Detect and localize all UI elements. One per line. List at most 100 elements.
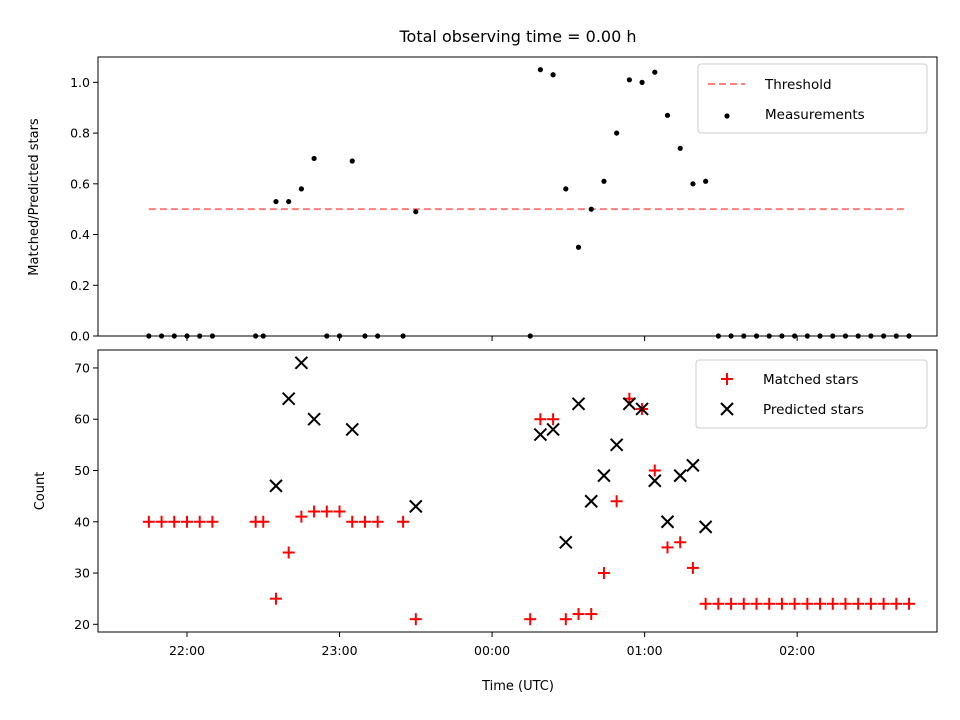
- chart-title: Total observing time = 0.00 h: [398, 27, 636, 46]
- measurement-point: [779, 333, 785, 339]
- x-axis-label: Time (UTC): [481, 679, 554, 694]
- matched-star-point: [750, 597, 763, 610]
- matched-star-point: [409, 613, 422, 626]
- matched-star-point: [712, 597, 725, 610]
- legend-matched-label: Matched stars: [763, 372, 859, 388]
- bottom-y-tick-label: 20: [74, 617, 90, 632]
- matched-star-point: [699, 597, 712, 610]
- matched-star-point: [648, 464, 661, 477]
- matched-star-point: [686, 561, 699, 574]
- matched-star-point: [610, 495, 623, 508]
- legend-predicted-label: Predicted stars: [763, 402, 864, 418]
- top-y-tick-label: 0.0: [70, 329, 90, 344]
- measurement-point: [855, 333, 861, 339]
- predicted-star-point: [307, 412, 321, 426]
- bottom-x-ticks: 22:00 23:00 00:00 01:00 02:00: [169, 632, 815, 658]
- predicted-star-point: [409, 499, 423, 514]
- top-panel: 0.0 0.2 0.4 0.6 0.8 1.0 Matched/Predicted sta…: [27, 56, 938, 344]
- top-y-ticks: 0.0 0.2 0.4 0.6 0.8 1.0: [70, 75, 98, 344]
- measurement-point: [413, 209, 419, 215]
- measurement-point: [614, 130, 620, 136]
- measurement-point: [766, 333, 772, 339]
- measurement-point: [893, 333, 899, 339]
- bottom-y-axis-label: Count: [33, 472, 48, 511]
- measurement-point: [817, 333, 823, 339]
- matched-star-point: [193, 515, 206, 528]
- measurement-point: [690, 181, 696, 187]
- matched-star-point: [547, 413, 560, 426]
- x-tick-label: 00:00: [474, 643, 510, 658]
- matched-star-point: [180, 515, 193, 528]
- matched-star-point: [346, 515, 359, 528]
- predicted-star-point: [686, 458, 700, 473]
- matched-star-point: [775, 597, 788, 610]
- matched-star-point: [559, 613, 572, 626]
- measurement-point: [324, 333, 330, 339]
- top-y-tick-label: 0.2: [70, 278, 90, 293]
- top-y-tick-label: 0.6: [70, 176, 90, 191]
- predicted-star-point: [533, 427, 548, 442]
- predicted-star-point: [698, 520, 713, 534]
- measurement-point: [400, 333, 406, 339]
- top-legend: Threshold Measurements: [697, 63, 928, 134]
- measurement-point: [171, 333, 177, 339]
- measurement-point: [881, 333, 887, 339]
- measurement-point: [146, 333, 152, 339]
- measurement-point: [253, 333, 259, 339]
- legend-predicted-swatch: [720, 402, 734, 416]
- matched-star-point: [877, 597, 890, 610]
- top-y-tick-label: 0.8: [70, 126, 90, 141]
- x-tick-label: 02:00: [779, 643, 815, 658]
- matched-star-point: [801, 597, 814, 610]
- predicted-star-point: [269, 479, 283, 493]
- matched-star-point: [155, 515, 168, 528]
- bottom-y-tick-label: 60: [74, 412, 90, 427]
- predicted-star-point: [622, 397, 637, 411]
- measurement-point: [715, 333, 721, 339]
- matched-star-point: [864, 597, 877, 610]
- matched-star-point: [534, 413, 547, 426]
- measurement-point: [209, 333, 216, 339]
- x-tick-label: 22:00: [169, 643, 205, 658]
- bottom-series: [142, 356, 916, 626]
- matched-star-point: [839, 597, 852, 610]
- measurement-point: [601, 178, 607, 184]
- top-y-tick-label: 1.0: [70, 75, 90, 90]
- bottom-legend: Matched stars Predicted stars: [695, 359, 928, 429]
- bottom-panel: 20 30 40 50 60 70 22:00 23:00 00:00 01:00 02:00 C…: [33, 349, 938, 694]
- predicted-star-point: [609, 438, 624, 452]
- matched-star-point: [295, 510, 308, 523]
- matched-star-point: [788, 597, 801, 610]
- bottom-y-tick-label: 40: [74, 514, 90, 529]
- measurement-point: [273, 198, 279, 205]
- measurement-point: [184, 333, 190, 339]
- matched-star-point: [674, 536, 687, 549]
- measurement-point: [652, 69, 658, 75]
- matched-star-point: [763, 597, 776, 610]
- matched-star-point: [903, 597, 916, 610]
- matched-star-point: [269, 592, 282, 605]
- matched-star-point: [358, 515, 371, 528]
- matched-star-point: [572, 608, 585, 621]
- matched-star-point: [585, 608, 598, 621]
- predicted-star-point: [584, 494, 598, 508]
- measurement-point: [336, 333, 343, 339]
- measurement-point: [664, 112, 671, 118]
- legend-measurements-label: Measurements: [765, 107, 865, 123]
- measurement-point: [298, 186, 304, 192]
- matched-star-point: [737, 597, 750, 610]
- predicted-star-point: [571, 397, 586, 411]
- measurement-point: [349, 158, 355, 164]
- predicted-star-point: [660, 515, 675, 529]
- matched-star-point: [333, 505, 346, 518]
- measurement-point: [527, 333, 533, 339]
- bottom-legend-frame: [695, 359, 928, 429]
- predicted-star-point: [294, 356, 309, 370]
- top-series: [146, 67, 912, 339]
- predicted-star-point: [281, 392, 296, 406]
- matched-star-point: [826, 597, 839, 610]
- x-tick-label: 23:00: [322, 643, 358, 658]
- measurement-point: [792, 333, 798, 339]
- matched-star-point: [142, 515, 155, 528]
